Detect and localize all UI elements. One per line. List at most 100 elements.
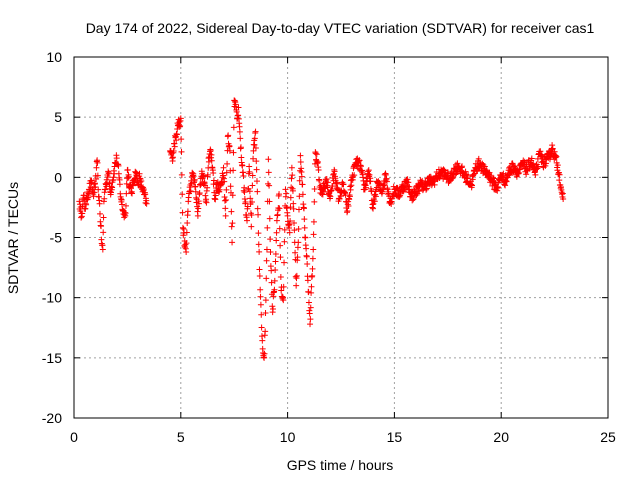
data-point — [237, 135, 244, 142]
data-point — [423, 186, 430, 193]
data-point — [289, 172, 296, 179]
data-point — [177, 122, 184, 129]
data-point — [287, 217, 294, 224]
data-point — [95, 186, 102, 193]
x-tick-label: 0 — [70, 429, 78, 445]
data-point — [125, 173, 132, 180]
data-point — [246, 188, 253, 195]
data-point — [311, 185, 318, 192]
data-point — [303, 252, 310, 259]
data-point — [281, 238, 288, 245]
x-tick-label: 25 — [600, 429, 616, 445]
data-point — [173, 131, 180, 138]
data-point — [82, 205, 89, 212]
data-point — [279, 294, 286, 301]
data-point — [356, 157, 363, 164]
data-point — [513, 173, 520, 180]
data-point — [277, 273, 284, 280]
data-point — [212, 192, 219, 199]
data-point — [100, 214, 107, 221]
data-point — [305, 289, 312, 296]
data-point — [176, 118, 183, 125]
data-point — [296, 177, 303, 184]
data-point — [340, 181, 347, 188]
data-point — [190, 170, 197, 177]
data-point — [313, 151, 320, 158]
data-point — [288, 164, 295, 171]
x-tick-label: 5 — [177, 429, 185, 445]
data-point — [248, 211, 255, 218]
data-point — [254, 188, 261, 195]
data-point — [537, 148, 544, 155]
data-point — [209, 164, 216, 171]
data-point — [298, 173, 305, 180]
data-point — [221, 178, 228, 185]
y-tick-label: -10 — [42, 290, 62, 306]
data-point — [92, 180, 99, 187]
data-point — [257, 286, 264, 293]
data-point — [277, 254, 284, 261]
data-point — [301, 216, 308, 223]
data-point — [251, 141, 258, 148]
data-point — [404, 176, 411, 183]
data-point — [177, 117, 184, 124]
data-point — [469, 182, 476, 189]
data-point — [179, 224, 186, 231]
data-point — [346, 193, 353, 200]
data-point — [128, 189, 135, 196]
data-point — [402, 186, 409, 193]
data-point — [255, 241, 262, 248]
data-point — [286, 221, 293, 228]
data-point — [250, 155, 257, 162]
data-point — [292, 273, 299, 280]
data-point — [229, 239, 236, 246]
data-point — [262, 310, 269, 317]
data-point — [243, 214, 250, 221]
data-point — [108, 189, 115, 196]
data-point — [315, 166, 322, 173]
data-point — [559, 190, 566, 197]
data-point — [258, 324, 265, 331]
data-point — [273, 229, 280, 236]
data-point — [249, 172, 256, 179]
axis-ticks: 0 5 10 15 20 25 -20 -15 -10 -5 0 5 10 — [42, 49, 616, 445]
data-point — [263, 275, 270, 282]
grid — [74, 57, 608, 418]
data-point — [216, 186, 223, 193]
data-point — [256, 273, 263, 280]
data-point — [263, 246, 270, 253]
data-point — [246, 168, 253, 175]
data-point — [267, 248, 274, 255]
data-point — [78, 214, 85, 221]
data-point — [299, 191, 306, 198]
data-point — [96, 197, 103, 204]
data-point — [372, 193, 379, 200]
data-point — [338, 193, 344, 200]
data-point — [253, 178, 260, 185]
data-point — [96, 210, 103, 217]
chart-title: Day 174 of 2022, Sidereal Day-to-day VTE… — [86, 20, 595, 36]
y-tick-label: 5 — [54, 109, 62, 125]
data-point — [228, 208, 235, 215]
data-point — [256, 266, 263, 273]
data-point — [324, 184, 331, 191]
data-point — [523, 171, 530, 178]
data-point — [366, 171, 373, 178]
data-point — [255, 230, 262, 237]
data-point — [556, 171, 563, 178]
data-point — [238, 154, 245, 161]
data-point — [290, 205, 297, 212]
data-point — [79, 210, 86, 217]
data-point — [246, 163, 253, 170]
data-point — [143, 197, 150, 204]
data-point — [221, 197, 228, 204]
data-point — [117, 193, 124, 200]
data-point — [304, 261, 311, 268]
data-point — [475, 155, 482, 162]
data-point — [122, 210, 129, 217]
data-point — [480, 161, 487, 168]
data-point — [309, 265, 316, 272]
data-point — [345, 203, 352, 210]
data-point — [413, 191, 420, 198]
